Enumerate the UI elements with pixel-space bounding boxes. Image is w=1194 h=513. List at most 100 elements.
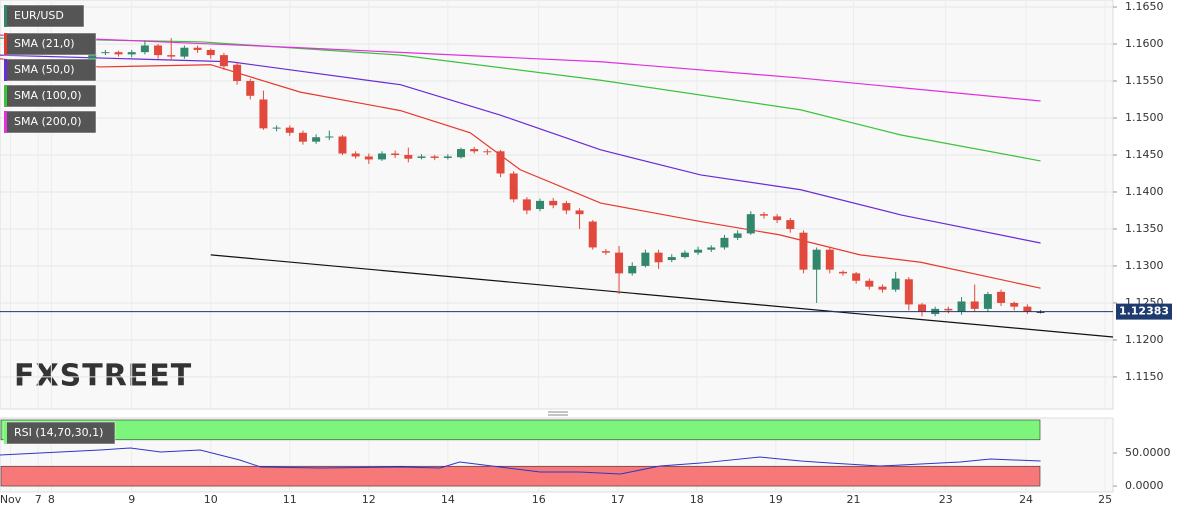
candle-body <box>391 153 400 155</box>
candle-body <box>707 247 716 250</box>
candle-body <box>1023 306 1032 312</box>
candle-body <box>206 49 215 56</box>
y-tick-label: 1.1500 <box>1125 111 1164 124</box>
candle-body <box>918 304 927 312</box>
candle-body <box>694 249 703 253</box>
candle-body <box>233 64 242 82</box>
candle-body <box>298 132 307 142</box>
candle-body <box>88 52 97 61</box>
rsi-line <box>0 447 1041 475</box>
x-tick-label: 17 <box>611 493 625 506</box>
y-tick-label: 1.1600 <box>1125 37 1164 50</box>
candle-body <box>904 279 913 305</box>
candle-body <box>983 294 992 309</box>
candle-body <box>351 153 360 157</box>
candle-body <box>812 249 821 270</box>
candle-body <box>852 273 861 281</box>
candle-body <box>417 156 426 158</box>
y-tick-label: 1.1350 <box>1125 222 1164 235</box>
candle-body <box>259 99 268 129</box>
candle-body <box>588 221 597 248</box>
candle-body <box>338 136 347 154</box>
candle-body <box>549 200 558 206</box>
candle-body <box>193 47 202 50</box>
legend-swatch <box>4 33 7 55</box>
x-tick-label: 18 <box>690 493 704 506</box>
watermark: FXSTREET <box>14 359 192 394</box>
y-tick-label: 1.1400 <box>1125 185 1164 198</box>
y-tick-label: 1.1300 <box>1125 259 1164 272</box>
candle-body <box>246 81 255 96</box>
symbol-legend: EUR/USD <box>3 4 85 28</box>
y-tick-label: 50.0000 <box>1125 446 1171 459</box>
candle-body <box>325 136 334 138</box>
candle-body <box>114 52 123 55</box>
candle-body <box>970 301 979 309</box>
candle-body <box>667 257 676 261</box>
legend-item: SMA (100,0) <box>3 84 97 108</box>
candle-body <box>430 156 439 158</box>
rsi-zone <box>0 465 1041 487</box>
candle-body <box>272 127 281 129</box>
candle-body <box>483 151 492 153</box>
candle-body <box>878 286 887 290</box>
sma-line <box>0 34 1041 102</box>
legend-swatch <box>4 59 7 81</box>
legend-swatch <box>4 85 7 107</box>
candle-body <box>562 203 571 211</box>
candle-body <box>997 291 1006 303</box>
candle-body <box>733 233 742 238</box>
candle-body <box>1010 302 1019 307</box>
candle-body <box>838 271 847 274</box>
x-tick-label: 16 <box>532 493 546 506</box>
legend-label: SMA (50,0) <box>14 63 75 76</box>
rsi-zone <box>0 419 1041 441</box>
candle-body <box>101 52 110 54</box>
candle-body <box>404 154 413 159</box>
candle-body <box>654 252 663 263</box>
legend-label: EUR/USD <box>14 9 64 22</box>
candle-body <box>377 153 386 160</box>
candle-body <box>167 55 176 57</box>
y-tick-label: 1.1200 <box>1125 333 1164 346</box>
legend-label: RSI (14,70,30,1) <box>14 426 103 439</box>
candle-body <box>944 308 953 311</box>
candle-body <box>786 220 795 229</box>
candle-body <box>180 47 189 57</box>
candle-body <box>1036 311 1045 313</box>
x-tick-label: 10 <box>204 493 218 506</box>
sma-line <box>0 58 1041 289</box>
candle-body <box>522 199 531 211</box>
candle-body <box>457 149 466 158</box>
y-tick-label: 1.1450 <box>1125 148 1164 161</box>
candle-body <box>470 149 479 152</box>
candle-body <box>312 137 321 142</box>
legend-item: SMA (200,0) <box>3 110 97 134</box>
x-tick-label: 23 <box>939 493 953 506</box>
candle-body <box>680 252 689 258</box>
candle-body <box>720 237 729 248</box>
legend-swatch <box>4 111 7 133</box>
candle-body <box>957 301 966 312</box>
candle-body <box>773 216 782 221</box>
candle-body <box>285 127 294 133</box>
candle-body <box>825 249 834 270</box>
candle-body <box>799 232 808 270</box>
candle-body <box>628 265 637 274</box>
candle-body <box>891 278 900 290</box>
candle-body <box>443 156 452 158</box>
x-tick-label: Nov <box>0 493 22 506</box>
x-tick-label: 14 <box>441 493 455 506</box>
candle-body <box>865 280 874 287</box>
last-price-label: 1.12383 <box>1119 305 1169 318</box>
legend-swatch <box>4 5 7 27</box>
legend-label: SMA (100,0) <box>14 89 82 102</box>
x-tick-label: 9 <box>128 493 135 506</box>
sma-line <box>0 37 1041 162</box>
legend-item: SMA (50,0) <box>3 58 97 82</box>
candle-body <box>496 151 505 174</box>
legend-swatch <box>4 422 7 444</box>
candle-body <box>140 45 149 53</box>
candle-body <box>154 45 163 56</box>
